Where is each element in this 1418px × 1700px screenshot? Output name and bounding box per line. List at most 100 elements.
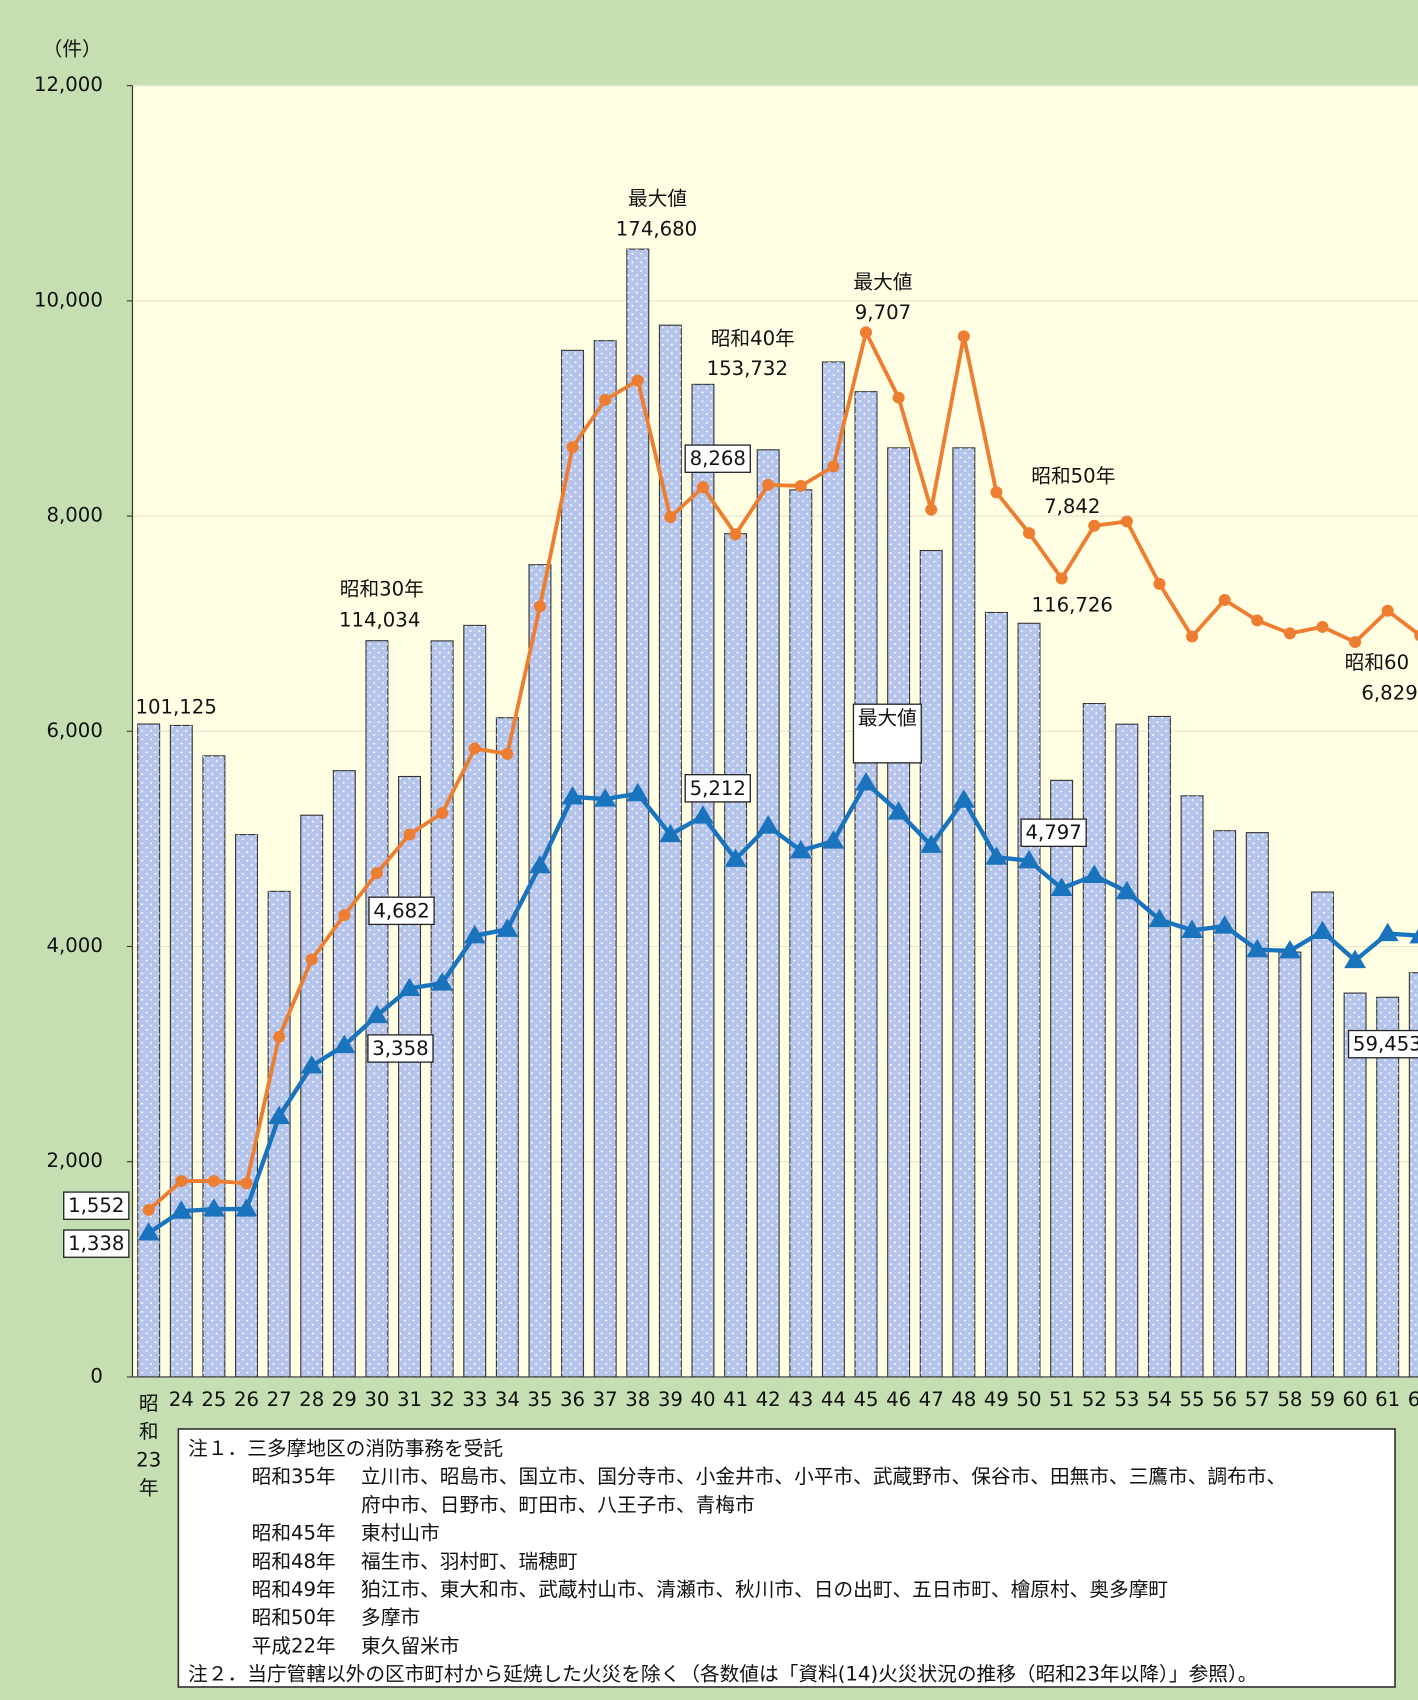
marker [990,486,1003,499]
data-label: 1,552 [68,1194,124,1217]
x-tick-label: 24 [169,1388,194,1411]
bar [235,834,258,1378]
label-box [1020,818,1087,848]
x-tick-label: 37 [593,1388,618,1411]
marker [855,772,877,791]
bar [724,533,748,1378]
marker [202,1198,225,1217]
y-tick-label: 0 [90,1364,103,1387]
marker [463,924,486,944]
x-tick-label: 30 [364,1388,389,1411]
x-tick-label: 55 [1180,1388,1205,1411]
marker [501,747,514,760]
bar [1180,795,1204,1378]
marker [762,478,775,491]
bar [1147,715,1171,1378]
unit-label: （件） [43,37,102,60]
marker [1115,880,1138,900]
x-tick-label: 50 [1017,1388,1042,1411]
marker [431,972,454,991]
data-label: 1,338 [68,1232,124,1255]
bar [137,723,161,1378]
x-tick-label: 61 [1375,1388,1400,1411]
marker [696,481,709,494]
data-label: 4,797 [1025,821,1081,844]
annotation: 昭和30年 [340,577,424,600]
marker [664,511,677,524]
bar [919,549,943,1378]
note-year: 昭和35年 [252,1465,336,1488]
bar [789,489,813,1378]
bar [528,564,552,1378]
bar [1213,830,1237,1378]
note-text: 立川市、昭島市、国立市、国分寺市、小金井市、小平市、武蔵野市、保谷市、田無市、三… [361,1465,1286,1488]
marker [268,1105,291,1125]
annotation: 最大値 [628,187,687,210]
x-tick-label: 29 [332,1388,357,1411]
x-tick-label: 35 [527,1388,552,1411]
x-tick-label: 56 [1212,1388,1237,1411]
bar [887,447,911,1378]
y-tick-label: 2,000 [46,1149,102,1172]
bar [984,611,1008,1378]
y-tick-label: 8,000 [46,504,102,527]
marker [729,528,742,541]
marker [370,867,383,880]
marker [692,805,714,824]
marker [925,503,938,516]
bar [756,449,780,1378]
marker [1018,849,1040,869]
note-text: 福生市、羽村町、瑞穂町 [361,1550,578,1573]
marker [1349,636,1362,649]
marker [240,1177,253,1190]
marker [137,1222,160,1241]
data-label: 174,680 [616,217,697,240]
marker [533,600,546,613]
marker [561,786,584,805]
label-box [368,896,435,926]
note-year: 平成22年 [252,1634,336,1657]
bar [821,361,845,1378]
label-box [852,703,922,764]
annotation: 昭和50年 [1031,465,1115,488]
x-tick-label: 49 [984,1388,1009,1411]
x-tick-label: 47 [919,1388,944,1411]
marker [985,846,1008,865]
x-tick-label: 57 [1245,1388,1270,1411]
bar [495,717,519,1378]
marker [207,1175,220,1188]
marker [1218,594,1231,606]
data-label: 153,732 [707,357,788,380]
marker [1409,928,1418,944]
x-tick-label: 41 [723,1388,748,1411]
data-label: 7,842 [1044,495,1100,518]
bar [202,755,226,1378]
x-tick-label: 58 [1277,1388,1302,1411]
marker [1181,919,1204,938]
x-tick-label: 39 [658,1388,683,1411]
label-box [1347,1029,1418,1059]
marker [305,953,318,966]
x-tick-label: 48 [951,1388,976,1411]
bar [430,640,454,1378]
data-label: 5,212 [690,777,746,800]
data-label: 3,358 [372,1037,428,1060]
data-label: 4,682 [373,899,429,922]
line [147,779,1418,1235]
marker [1088,519,1101,532]
marker [496,918,519,937]
note-year: 昭和45年 [252,1522,336,1545]
marker [1381,604,1394,617]
notes-box [177,1428,1396,1688]
label-box [684,444,751,473]
note-year: 昭和48年 [252,1550,336,1573]
note-text: 東村山市 [361,1522,440,1545]
marker [957,330,970,343]
x-tick-label: 28 [299,1388,324,1411]
x-tick-label: 38 [625,1388,650,1411]
x-tick-label: 40 [690,1388,715,1411]
marker [273,1030,286,1043]
bar [593,340,617,1378]
marker [794,479,807,492]
label-box [63,1229,130,1258]
